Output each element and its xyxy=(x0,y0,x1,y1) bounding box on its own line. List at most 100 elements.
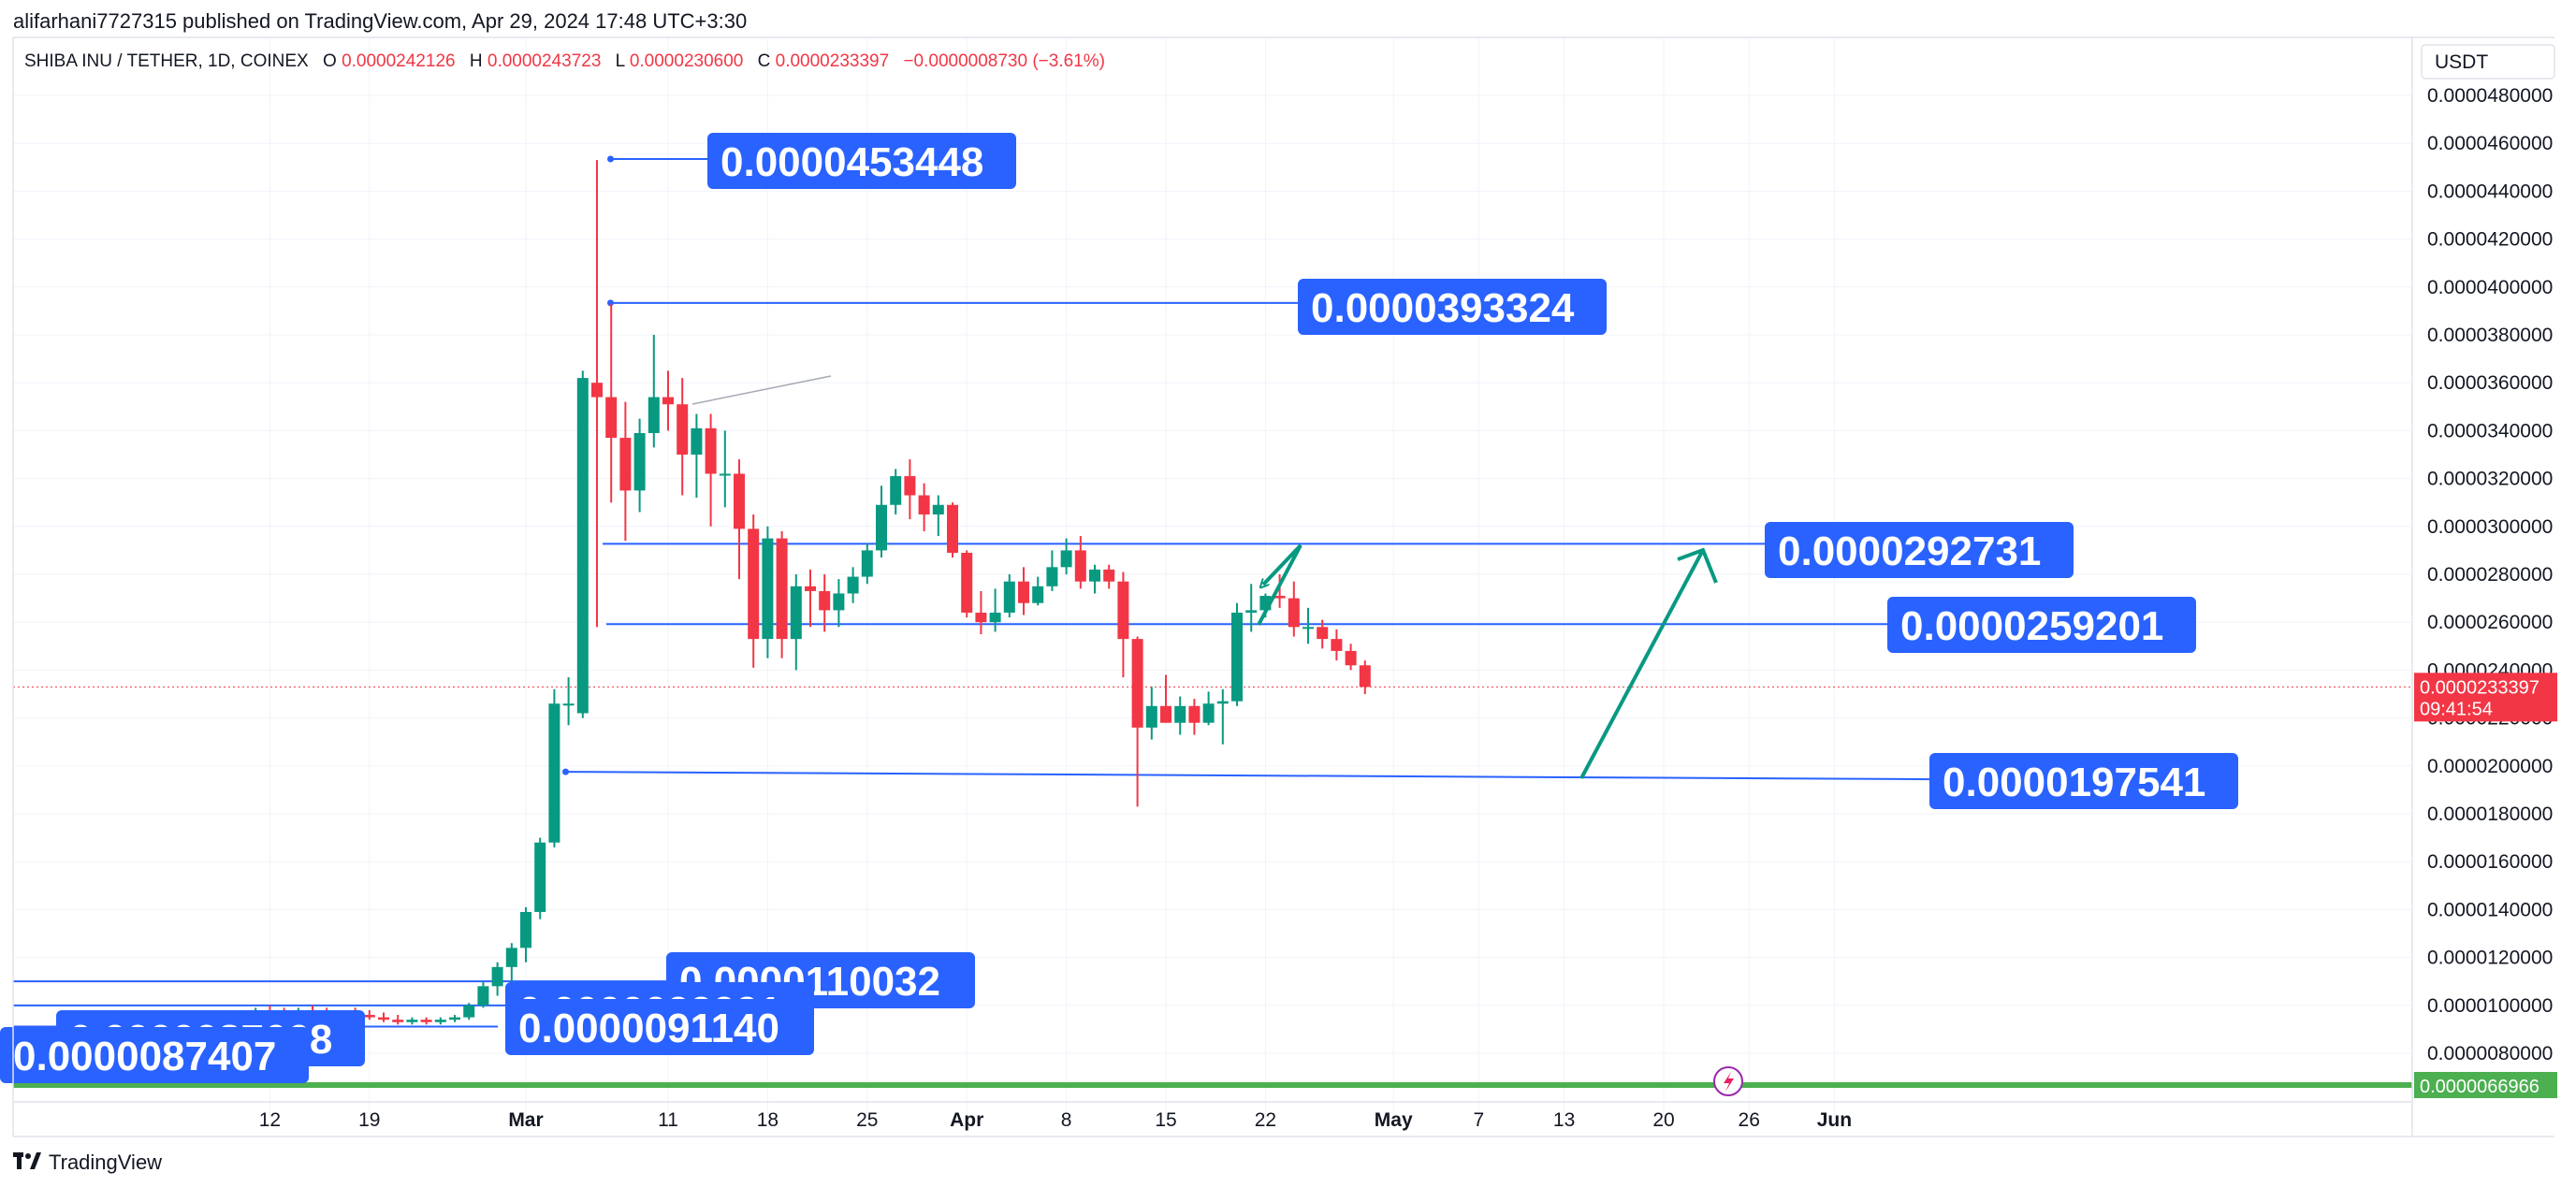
candle xyxy=(975,590,987,634)
footer-brand-label: TradingView xyxy=(49,1151,163,1174)
candle xyxy=(633,418,646,513)
candle xyxy=(562,677,575,726)
candle-body xyxy=(1231,612,1243,702)
candle xyxy=(1060,538,1072,574)
legend-o-label: O xyxy=(323,51,337,71)
candle xyxy=(1288,581,1300,637)
candle xyxy=(1089,564,1100,594)
x-tick-label: Jun xyxy=(1817,1109,1852,1131)
candle xyxy=(1303,607,1314,644)
candle-body xyxy=(876,504,887,551)
candle xyxy=(776,530,788,659)
current-price-label: 0.0000233397 xyxy=(2420,677,2540,698)
countdown-label: 09:41:54 xyxy=(2420,699,2493,719)
y-tick-label: 0.0000100000 xyxy=(2427,995,2553,1017)
y-tick-label: 0.0000300000 xyxy=(2427,516,2553,538)
level-anchor xyxy=(607,155,614,163)
level-label-box xyxy=(505,999,814,1055)
candle-body xyxy=(748,528,760,640)
candle-body xyxy=(1359,665,1371,688)
event-icon[interactable] xyxy=(1713,1066,1743,1096)
y-tick-label: 0.0000320000 xyxy=(2427,469,2553,490)
candle-body xyxy=(691,427,703,455)
legend-l-label: L xyxy=(616,51,625,71)
candle xyxy=(734,459,745,580)
candle xyxy=(434,1017,446,1025)
candle-body xyxy=(392,1020,404,1022)
candle xyxy=(576,370,589,718)
candle xyxy=(1216,688,1229,745)
candle-body xyxy=(961,552,973,613)
candle-body xyxy=(904,476,916,496)
candle-body xyxy=(605,397,618,439)
candle xyxy=(378,1012,389,1022)
candle-body xyxy=(762,538,774,640)
candle-body xyxy=(477,986,489,1006)
level-label-text: 0.0000292731 xyxy=(1778,528,2041,574)
candle xyxy=(449,1015,460,1022)
x-tick-label: 20 xyxy=(1652,1109,1674,1131)
candle-body xyxy=(378,1017,389,1021)
legend-h-value: 0.0000243723 xyxy=(488,51,602,71)
y-tick-label: 0.0000280000 xyxy=(2427,564,2553,586)
level-label-box xyxy=(1298,279,1607,335)
candlestick-series[interactable] xyxy=(150,160,1371,1030)
candle-body xyxy=(805,586,816,591)
candle xyxy=(463,1003,475,1021)
candle xyxy=(918,483,930,531)
x-tick-label: 13 xyxy=(1553,1109,1575,1131)
candle xyxy=(1231,602,1243,706)
candle-body xyxy=(918,495,930,514)
x-tick-label: 22 xyxy=(1255,1109,1276,1131)
candle xyxy=(1131,636,1143,807)
level-labels: 0.0000453448 0.0000393324 0.0000292731 0.00… xyxy=(0,133,2238,1083)
candle-body xyxy=(1303,627,1314,630)
candle-body xyxy=(463,1005,475,1018)
candle xyxy=(819,574,831,632)
candle xyxy=(861,543,873,585)
candle-body xyxy=(932,504,944,514)
candle xyxy=(989,588,1001,632)
candle-body xyxy=(491,966,503,987)
candle xyxy=(705,413,717,527)
horizontal-levels xyxy=(13,155,2412,1088)
candle-body xyxy=(1131,639,1143,728)
candle-body xyxy=(420,1020,432,1022)
candle-body xyxy=(833,593,845,611)
candle xyxy=(534,837,546,919)
arrow-shaft xyxy=(1579,549,1705,779)
candle-body xyxy=(1216,701,1229,704)
candle xyxy=(1032,576,1044,606)
legend-h-label: H xyxy=(470,51,483,71)
candle-body xyxy=(861,550,873,577)
candle-body xyxy=(449,1017,460,1021)
currency-button[interactable]: USDT xyxy=(2421,44,2555,80)
y-tick-label: 0.0000080000 xyxy=(2427,1043,2553,1064)
candle-body xyxy=(776,538,788,640)
candle-body xyxy=(1074,550,1086,582)
drawings xyxy=(691,375,1718,779)
candle xyxy=(961,550,973,618)
candle-body xyxy=(1103,569,1115,582)
candle-body xyxy=(1046,567,1058,586)
y-tick-label: 0.0000340000 xyxy=(2427,420,2553,442)
level-label-box xyxy=(1929,753,2238,809)
candle-body xyxy=(648,397,660,433)
level-label-text: 0.0000393324 xyxy=(1311,285,1575,331)
legend-o-value: 0.0000242126 xyxy=(342,51,456,71)
candle xyxy=(1160,674,1172,723)
candle xyxy=(1117,572,1129,678)
candle xyxy=(762,526,774,659)
candle xyxy=(677,378,689,496)
candle-body xyxy=(677,404,689,455)
support-price-tag: 0.0000066966 xyxy=(2414,1072,2557,1098)
candle-body xyxy=(1145,705,1157,728)
x-tick-label: 19 xyxy=(358,1109,380,1131)
candle-body xyxy=(1331,639,1343,651)
y-tick-label: 0.0000180000 xyxy=(2427,803,2553,825)
candle-body xyxy=(1273,596,1286,599)
candle-body xyxy=(505,948,517,967)
candle-body xyxy=(1317,627,1329,640)
candle xyxy=(1331,629,1343,661)
